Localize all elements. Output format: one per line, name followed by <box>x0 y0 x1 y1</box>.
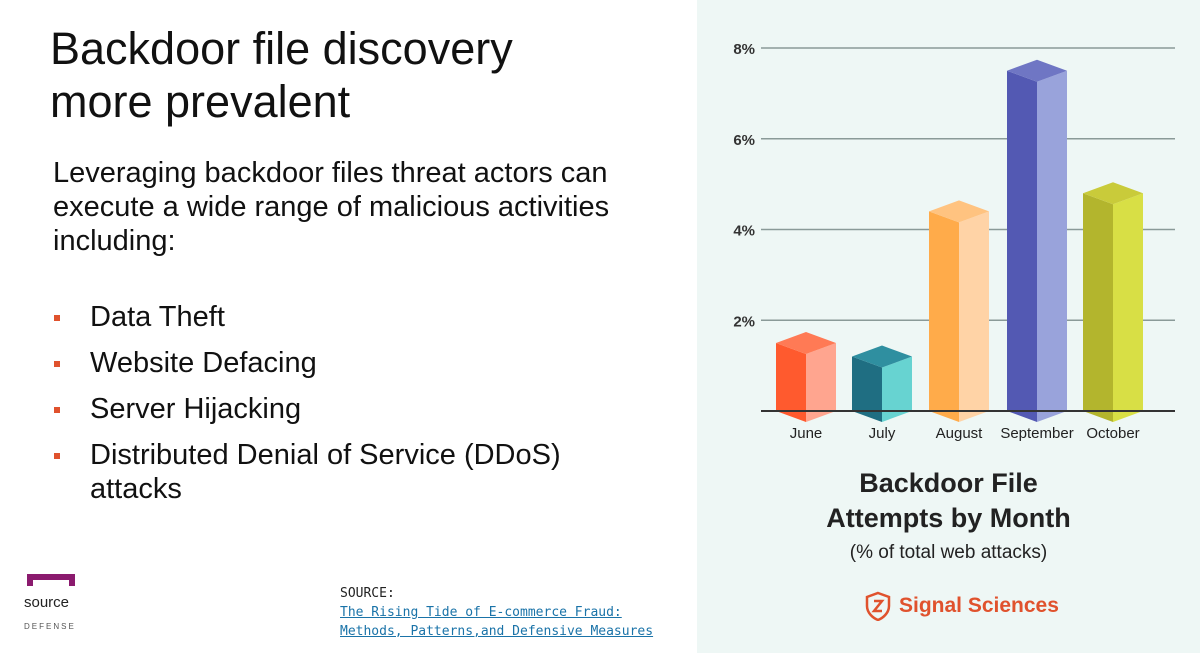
bar-top <box>852 345 912 368</box>
logo-word: source <box>24 594 70 611</box>
y-tick-label: 4% <box>733 223 755 240</box>
chart-title-line1: Backdoor File <box>859 468 1038 498</box>
x-tick-label: August <box>936 425 984 442</box>
bullet-item: Server Hijacking <box>50 392 650 426</box>
bar-front <box>929 211 959 422</box>
bar-top <box>776 331 836 354</box>
bar-side <box>1037 70 1067 422</box>
y-tick-label: 2% <box>733 313 755 330</box>
x-tick-label: October <box>1086 425 1139 442</box>
chart-subtitle: (% of total web attacks) <box>849 542 1048 563</box>
bar-side <box>1113 193 1143 422</box>
bar-front <box>1083 193 1113 422</box>
logo-subword: DEFENSE <box>24 622 76 631</box>
slide-title: Backdoor file discovery more prevalent <box>50 22 670 128</box>
brand-name: Signal Sciences <box>899 594 1059 617</box>
bullet-list: Data Theft Website Defacing Server Hijac… <box>50 300 650 518</box>
bullet-text: Distributed Denial of Service (DDoS) att… <box>90 439 561 505</box>
x-tick-label: July <box>869 425 896 442</box>
bar-side <box>882 356 912 422</box>
bar-side <box>806 342 836 422</box>
bullet-text: Website Defacing <box>90 347 317 379</box>
source-link[interactable]: The Rising Tide of E-commerce Fraud: Met… <box>340 603 653 641</box>
bar-top <box>929 200 989 223</box>
source-defense-logo: source DEFENSE <box>24 574 84 644</box>
y-tick-label: 6% <box>733 132 755 149</box>
logo-left-leg <box>27 580 33 586</box>
logo-right-leg <box>69 580 75 586</box>
bullet-square-icon <box>54 361 60 367</box>
bullet-square-icon <box>54 407 60 413</box>
bar-chart: 2% 4% 6% 8% June July August September October <box>733 41 1175 442</box>
x-tick-label: September <box>1000 425 1073 442</box>
bullet-item: Distributed Denial of Service (DDoS) att… <box>50 438 650 506</box>
bullet-item: Data Theft <box>50 300 650 334</box>
bar-front <box>852 356 882 422</box>
bar-side <box>959 211 989 422</box>
chart-panel: 2% 4% 6% 8% June July August September October B… <box>697 0 1200 653</box>
bar-top <box>1083 182 1143 205</box>
shield-logo-icon <box>865 591 891 621</box>
bar-front <box>776 342 806 422</box>
bar-top <box>1007 59 1067 82</box>
bullet-square-icon <box>54 453 60 459</box>
logo-bar <box>27 574 75 580</box>
slide-title-line2: more prevalent <box>50 76 351 127</box>
chart-title-line2: Attempts by Month <box>826 503 1071 533</box>
source-link-line2: Methods, Patterns,and Defensive Measures <box>340 624 654 639</box>
intro-text: Leveraging backdoor files threat actors … <box>53 157 610 257</box>
source-link-line1: The Rising Tide of E-commerce Fraud: <box>340 605 622 620</box>
bullet-square-icon <box>54 315 60 321</box>
source-label: SOURCE: <box>340 586 395 601</box>
source-citation: SOURCE: The Rising Tide of E-commerce Fr… <box>340 584 653 641</box>
bar-front <box>1007 70 1037 422</box>
bullet-text: Server Hijacking <box>90 393 302 425</box>
slide-title-line1: Backdoor file discovery <box>50 23 513 74</box>
signal-sciences-brand: Signal Sciences <box>865 590 1059 622</box>
bullet-item: Website Defacing <box>50 346 650 380</box>
x-tick-label: June <box>790 425 823 442</box>
y-tick-label: 8% <box>733 41 755 58</box>
bullet-text: Data Theft <box>90 301 225 333</box>
